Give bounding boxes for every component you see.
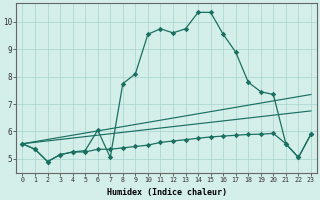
X-axis label: Humidex (Indice chaleur): Humidex (Indice chaleur) [107, 188, 227, 197]
